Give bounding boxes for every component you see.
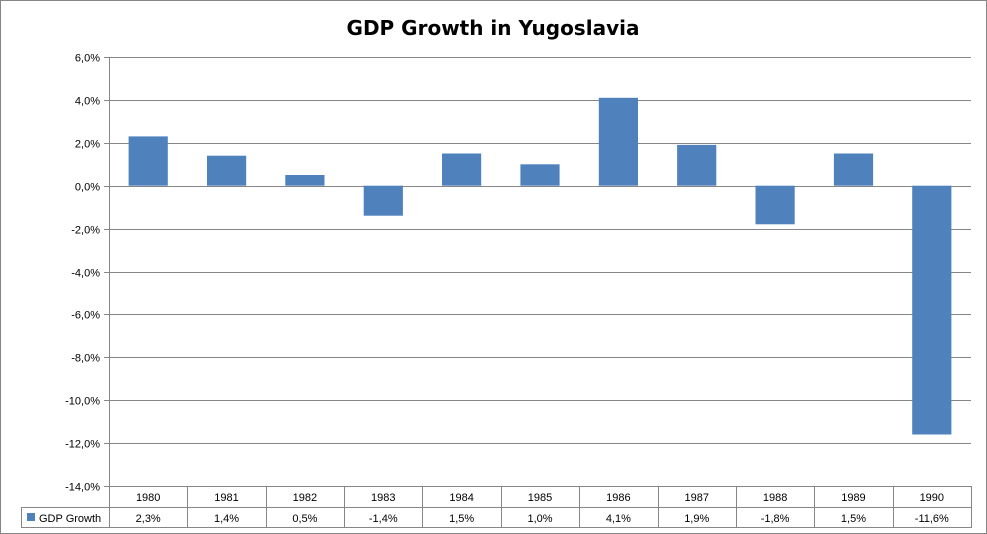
data-label: 1,5% (841, 513, 866, 525)
bar (598, 97, 638, 186)
y-tick-label: -12,0% (65, 439, 100, 451)
bar (755, 185, 795, 225)
gridlines (104, 57, 971, 528)
x-category-label: 1982 (293, 492, 317, 504)
data-label: -1,8% (761, 513, 790, 525)
bar (442, 153, 482, 186)
x-category-label: 1985 (528, 492, 552, 504)
x-category-label: 1980 (136, 492, 160, 504)
y-tick-label: -8,0% (71, 353, 100, 365)
bar (128, 136, 168, 186)
data-label: -11,6% (915, 513, 949, 525)
y-tick-label: -14,0% (65, 482, 100, 494)
bar (912, 185, 952, 435)
y-tick-label: -10,0% (65, 396, 100, 408)
y-tick-label: -2,0% (71, 225, 100, 237)
data-label: 1,5% (449, 513, 474, 525)
x-category-label: 1983 (371, 492, 395, 504)
y-axis-ticks: 6,0% 4,0% 2,0% 0,0% -2,0% -4,0% -6,0% -8,0% -10,… (65, 53, 100, 494)
y-tick-label: -4,0% (71, 268, 100, 280)
data-label: 1,9% (684, 513, 709, 525)
x-category-label: 1986 (606, 492, 630, 504)
legend-label: GDP Growth (39, 513, 101, 525)
y-tick-label: -6,0% (71, 310, 100, 322)
bar (285, 175, 325, 186)
y-tick-label: 4,0% (75, 96, 100, 108)
bar (207, 155, 247, 186)
data-label: 1,4% (214, 513, 239, 525)
data-label: 2,3% (136, 513, 161, 525)
x-category-label: 1981 (214, 492, 238, 504)
bars (128, 97, 952, 435)
data-table: 1980 2,3% 1981 1,4% 1982 0,5% 1983 -1,4% 1984 1,5… (21, 486, 972, 528)
legend-swatch (27, 513, 35, 521)
data-label: 4,1% (606, 513, 631, 525)
x-category-label: 1989 (841, 492, 865, 504)
chart-title: GDP Growth in Yugoslavia (347, 16, 640, 40)
x-category-label: 1984 (449, 492, 473, 504)
bar (833, 153, 874, 186)
y-tick-label: 2,0% (75, 139, 100, 151)
data-label: -1,4% (369, 513, 398, 525)
y-tick-label: 6,0% (75, 53, 100, 65)
x-category-label: 1988 (763, 492, 787, 504)
bar (677, 144, 717, 186)
data-label: 1,0% (527, 513, 552, 525)
x-category-label: 1987 (684, 492, 708, 504)
bar (520, 164, 560, 186)
y-tick-label: 0,0% (75, 182, 100, 194)
bar (363, 185, 403, 216)
x-category-label: 1990 (920, 492, 944, 504)
data-label: 0,5% (292, 513, 317, 525)
